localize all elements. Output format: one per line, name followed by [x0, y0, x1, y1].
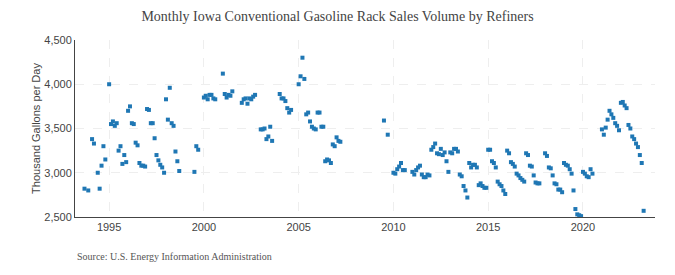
svg-text:4,000: 4,000: [44, 78, 72, 90]
svg-text:1995: 1995: [97, 221, 121, 233]
svg-text:2020: 2020: [571, 221, 595, 233]
svg-text:2015: 2015: [476, 221, 500, 233]
svg-text:Source: U.S. Energy Informatio: Source: U.S. Energy Information Administ…: [77, 251, 272, 262]
svg-text:2005: 2005: [286, 221, 310, 233]
svg-text:3,500: 3,500: [44, 122, 72, 134]
svg-text:3,000: 3,000: [44, 167, 72, 179]
svg-text:2000: 2000: [192, 221, 216, 233]
svg-text:2,500: 2,500: [44, 211, 72, 223]
svg-text:2010: 2010: [381, 221, 405, 233]
svg-text:Thousand Gallons per Day: Thousand Gallons per Day: [30, 63, 42, 194]
svg-text:Monthly Iowa Conventional Gaso: Monthly Iowa Conventional Gasoline Rack …: [141, 9, 533, 24]
svg-text:4,500: 4,500: [44, 34, 72, 46]
